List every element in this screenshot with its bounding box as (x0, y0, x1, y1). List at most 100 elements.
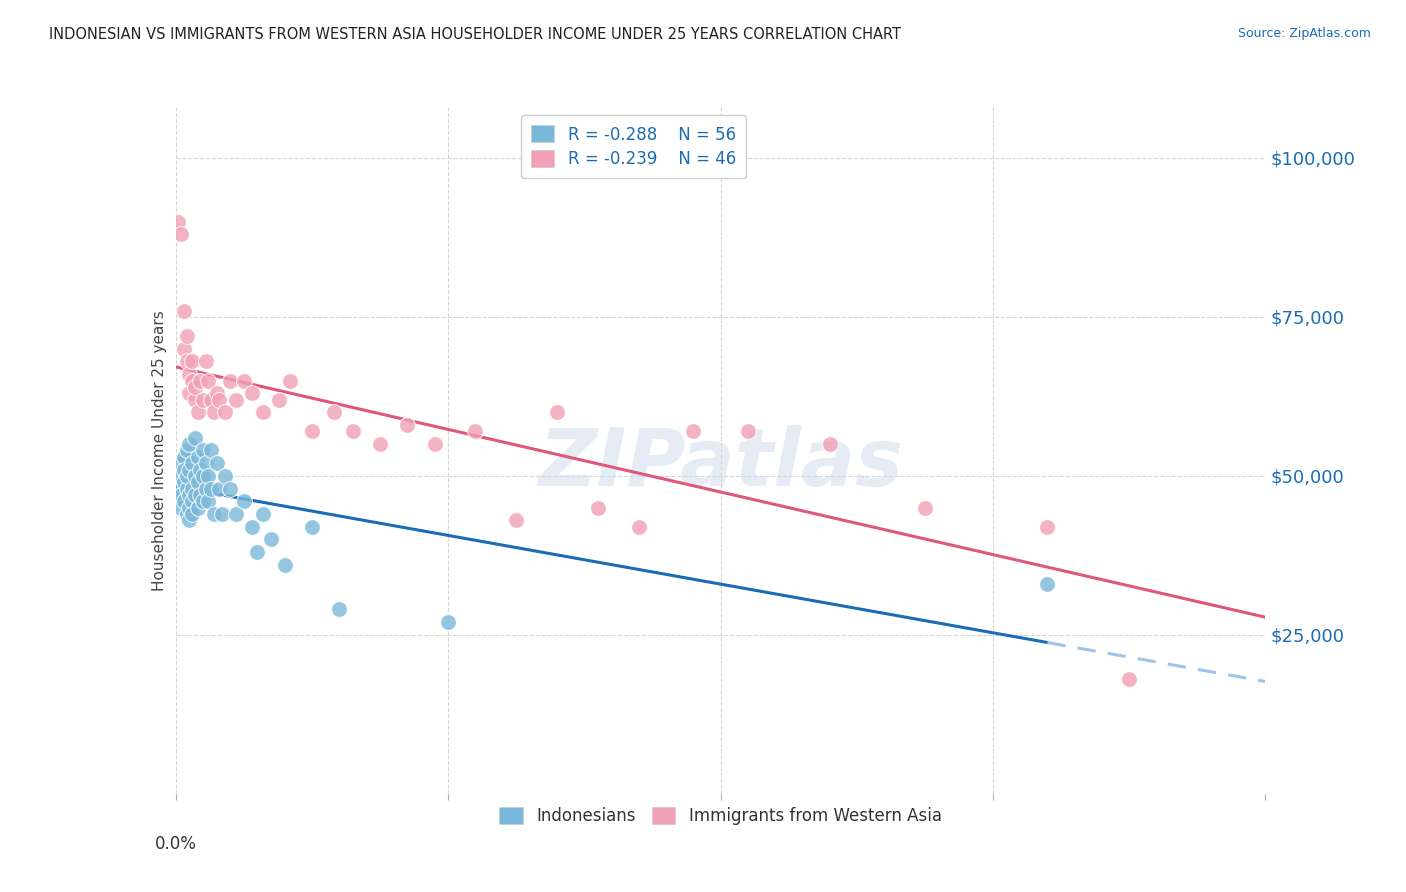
Point (184, 431, 207, 445)
Point (301, 520, 323, 534)
Point (202, 405, 225, 419)
Point (184, 488, 207, 502)
Point (191, 392, 214, 407)
Point (176, 482, 198, 496)
Point (1118, 673, 1140, 687)
Point (818, 437, 841, 451)
Point (200, 392, 222, 407)
Point (194, 456, 217, 470)
Point (167, 214, 190, 228)
Point (170, 488, 193, 502)
Point (179, 513, 201, 527)
Point (505, 513, 527, 527)
Point (179, 500, 201, 515)
Point (214, 405, 236, 419)
Point (179, 437, 201, 451)
Point (200, 443, 222, 458)
Point (205, 456, 228, 470)
Point (322, 405, 344, 419)
Point (167, 469, 190, 483)
Point (301, 425, 323, 439)
Point (181, 494, 204, 508)
Point (186, 450, 209, 464)
Point (211, 507, 233, 521)
Text: INDONESIAN VS IMMIGRANTS FROM WESTERN ASIA HOUSEHOLDER INCOME UNDER 25 YEARS COR: INDONESIAN VS IMMIGRANTS FROM WESTERN AS… (49, 27, 901, 42)
Point (173, 462, 195, 476)
Point (181, 456, 204, 470)
Text: 0.0%: 0.0% (155, 835, 197, 853)
Point (342, 425, 364, 439)
Point (188, 374, 211, 388)
Point (586, 500, 609, 515)
Point (184, 469, 207, 483)
Point (184, 380, 207, 394)
Point (225, 507, 247, 521)
Point (186, 475, 209, 490)
Point (181, 374, 204, 388)
Point (200, 482, 222, 496)
Point (437, 615, 460, 630)
Point (179, 462, 201, 476)
Point (197, 469, 219, 483)
Point (546, 405, 568, 419)
Point (737, 425, 759, 439)
Point (194, 482, 217, 496)
Point (219, 374, 242, 388)
Point (240, 520, 263, 534)
Point (208, 392, 231, 407)
Point (202, 507, 225, 521)
Point (205, 386, 228, 401)
Point (170, 500, 193, 515)
Point (269, 392, 291, 407)
Point (252, 405, 274, 419)
Y-axis label: Householder Income Under 25 years: Householder Income Under 25 years (152, 310, 167, 591)
Point (176, 507, 198, 521)
Point (179, 386, 201, 401)
Point (170, 227, 193, 242)
Point (173, 450, 195, 464)
Point (179, 367, 201, 381)
Point (176, 329, 198, 343)
Point (232, 494, 254, 508)
Point (186, 500, 209, 515)
Point (181, 354, 204, 368)
Point (1036, 577, 1059, 591)
Point (246, 545, 269, 559)
Point (396, 417, 419, 432)
Point (167, 482, 190, 496)
Legend: Indonesians, Immigrants from Western Asia: Indonesians, Immigrants from Western Asi… (491, 799, 950, 834)
Point (423, 437, 446, 451)
Point (179, 488, 201, 502)
Point (274, 558, 297, 572)
Point (682, 425, 704, 439)
Text: ZIPatlas: ZIPatlas (538, 425, 903, 503)
Point (173, 303, 195, 318)
Point (176, 354, 198, 368)
Point (194, 354, 217, 368)
Point (184, 392, 207, 407)
Point (186, 405, 209, 419)
Point (188, 462, 211, 476)
Point (214, 469, 236, 483)
Point (368, 437, 391, 451)
Point (197, 374, 219, 388)
Point (197, 494, 219, 508)
Point (176, 443, 198, 458)
Point (181, 507, 204, 521)
Point (260, 533, 283, 547)
Point (191, 443, 214, 458)
Point (188, 488, 211, 502)
Point (627, 520, 650, 534)
Point (464, 425, 486, 439)
Point (278, 374, 301, 388)
Point (914, 500, 936, 515)
Point (181, 482, 204, 496)
Point (173, 475, 195, 490)
Point (232, 374, 254, 388)
Point (1036, 520, 1059, 534)
Point (191, 494, 214, 508)
Point (240, 386, 263, 401)
Point (225, 392, 247, 407)
Point (219, 482, 242, 496)
Point (173, 494, 195, 508)
